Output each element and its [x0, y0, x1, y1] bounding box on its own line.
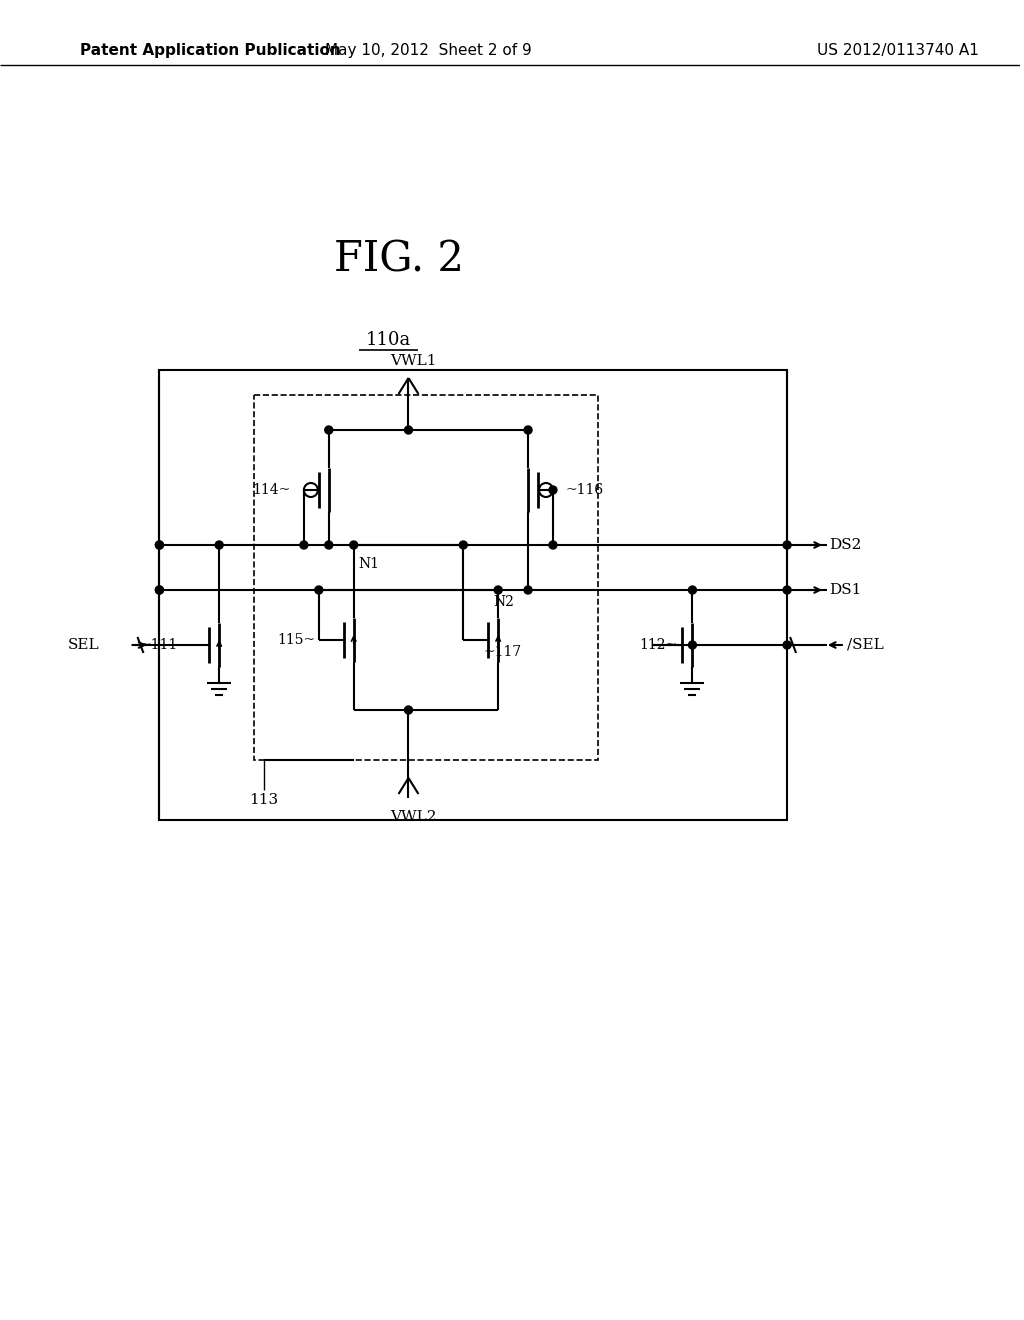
- Circle shape: [460, 541, 467, 549]
- Circle shape: [524, 426, 532, 434]
- Text: ~117: ~117: [483, 645, 521, 659]
- Circle shape: [325, 426, 333, 434]
- Bar: [254, 395, 598, 760]
- Text: /SEL: /SEL: [847, 638, 884, 652]
- Text: May 10, 2012  Sheet 2 of 9: May 10, 2012 Sheet 2 of 9: [325, 42, 531, 58]
- Text: US 2012/0113740 A1: US 2012/0113740 A1: [817, 42, 979, 58]
- Circle shape: [688, 586, 696, 594]
- Circle shape: [783, 586, 792, 594]
- Circle shape: [156, 541, 164, 549]
- Text: N1: N1: [358, 557, 380, 572]
- Text: 113: 113: [250, 793, 279, 807]
- Text: DS2: DS2: [829, 539, 861, 552]
- Text: 114~: 114~: [253, 483, 291, 498]
- Text: DS1: DS1: [829, 583, 861, 597]
- Text: 115~: 115~: [278, 634, 315, 647]
- Text: FIG. 2: FIG. 2: [334, 239, 464, 281]
- Text: Patent Application Publication: Patent Application Publication: [80, 42, 340, 58]
- Circle shape: [404, 706, 413, 714]
- Text: SEL: SEL: [68, 638, 99, 652]
- Circle shape: [783, 642, 792, 649]
- Circle shape: [524, 586, 532, 594]
- Bar: [160, 370, 787, 820]
- Circle shape: [549, 541, 557, 549]
- Text: ~111: ~111: [139, 638, 177, 652]
- Text: ~116: ~116: [566, 483, 604, 498]
- Circle shape: [300, 541, 308, 549]
- Circle shape: [156, 586, 164, 594]
- Circle shape: [314, 586, 323, 594]
- Text: 112~: 112~: [639, 638, 678, 652]
- Circle shape: [156, 541, 164, 549]
- Circle shape: [495, 586, 502, 594]
- Circle shape: [156, 586, 164, 594]
- Text: N2: N2: [494, 595, 514, 609]
- Text: VWL2: VWL2: [390, 810, 436, 824]
- Circle shape: [783, 541, 792, 549]
- Circle shape: [404, 426, 413, 434]
- Text: VWL1: VWL1: [390, 354, 436, 368]
- Circle shape: [325, 541, 333, 549]
- Circle shape: [549, 486, 557, 494]
- Circle shape: [350, 541, 357, 549]
- Circle shape: [688, 642, 696, 649]
- Circle shape: [215, 541, 223, 549]
- Text: 110a: 110a: [366, 331, 412, 348]
